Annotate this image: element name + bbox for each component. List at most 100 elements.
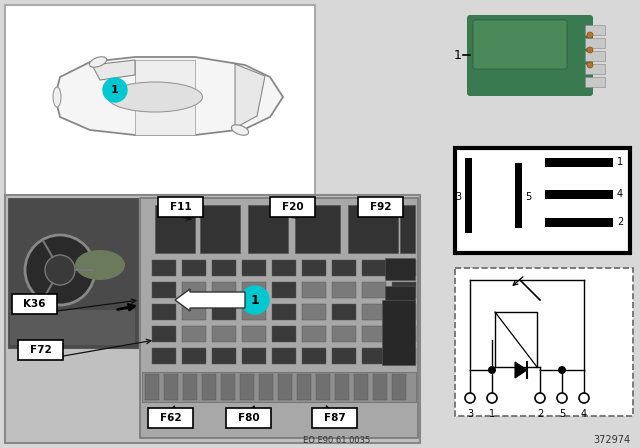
- Bar: [392, 282, 416, 298]
- Bar: [278, 374, 292, 400]
- Text: F80: F80: [237, 413, 259, 423]
- Text: 1: 1: [489, 409, 495, 419]
- PathPatch shape: [135, 60, 195, 135]
- Bar: [242, 282, 266, 298]
- Bar: [5, 5, 315, 195]
- Bar: [585, 25, 605, 35]
- Ellipse shape: [53, 87, 61, 107]
- Bar: [182, 326, 206, 342]
- Bar: [226, 408, 271, 428]
- Bar: [392, 304, 416, 320]
- Text: 5: 5: [559, 409, 565, 419]
- Bar: [392, 348, 416, 364]
- Bar: [332, 326, 356, 342]
- Circle shape: [579, 393, 589, 403]
- Bar: [362, 304, 386, 320]
- Bar: [348, 205, 398, 253]
- Bar: [272, 326, 296, 342]
- Bar: [155, 205, 195, 253]
- Bar: [585, 77, 605, 87]
- Circle shape: [587, 47, 593, 53]
- Bar: [212, 326, 236, 342]
- Bar: [145, 374, 159, 400]
- Bar: [242, 304, 266, 320]
- Bar: [8, 198, 138, 348]
- Text: 3: 3: [455, 192, 461, 202]
- Ellipse shape: [90, 57, 107, 67]
- Text: 1: 1: [251, 293, 259, 306]
- Bar: [158, 197, 203, 217]
- FancyArrow shape: [175, 289, 245, 311]
- Bar: [270, 197, 315, 217]
- Text: 4: 4: [581, 409, 587, 419]
- Bar: [585, 64, 605, 74]
- Bar: [332, 348, 356, 364]
- Text: 3: 3: [467, 409, 473, 419]
- Bar: [373, 374, 387, 400]
- Circle shape: [487, 393, 497, 403]
- Bar: [212, 304, 236, 320]
- Circle shape: [488, 366, 496, 374]
- Bar: [272, 282, 296, 298]
- Bar: [272, 304, 296, 320]
- Bar: [10, 310, 135, 345]
- Text: K36: K36: [23, 299, 45, 309]
- Bar: [242, 326, 266, 342]
- FancyBboxPatch shape: [473, 20, 567, 69]
- Bar: [335, 374, 349, 400]
- Circle shape: [535, 393, 545, 403]
- Bar: [212, 282, 236, 298]
- Bar: [302, 260, 326, 276]
- Bar: [182, 260, 206, 276]
- Bar: [545, 190, 613, 199]
- Text: F92: F92: [370, 202, 391, 212]
- Ellipse shape: [232, 125, 248, 135]
- Bar: [302, 304, 326, 320]
- Bar: [12, 294, 57, 314]
- Circle shape: [558, 366, 566, 374]
- Bar: [200, 205, 240, 253]
- Bar: [585, 38, 605, 48]
- Text: F62: F62: [160, 413, 181, 423]
- Bar: [212, 260, 236, 276]
- Bar: [465, 158, 472, 233]
- Circle shape: [241, 286, 269, 314]
- Bar: [164, 374, 178, 400]
- Bar: [515, 163, 522, 228]
- Bar: [152, 348, 176, 364]
- Bar: [202, 374, 216, 400]
- Ellipse shape: [108, 82, 202, 112]
- Bar: [362, 348, 386, 364]
- Bar: [240, 374, 254, 400]
- Circle shape: [465, 393, 475, 403]
- Bar: [182, 304, 206, 320]
- Bar: [5, 195, 420, 443]
- Text: F87: F87: [324, 413, 346, 423]
- Bar: [272, 260, 296, 276]
- Text: 372974: 372974: [593, 435, 630, 445]
- Ellipse shape: [75, 250, 125, 280]
- Text: F72: F72: [29, 345, 51, 355]
- Bar: [400, 205, 415, 253]
- Bar: [385, 314, 415, 336]
- Polygon shape: [515, 362, 527, 378]
- Bar: [182, 348, 206, 364]
- Bar: [212, 348, 236, 364]
- Bar: [392, 260, 416, 276]
- Bar: [242, 260, 266, 276]
- Bar: [585, 51, 605, 61]
- Bar: [455, 148, 630, 253]
- Bar: [332, 260, 356, 276]
- Bar: [297, 374, 311, 400]
- PathPatch shape: [55, 57, 283, 135]
- Bar: [302, 348, 326, 364]
- Bar: [142, 372, 416, 402]
- Bar: [183, 374, 197, 400]
- Bar: [392, 374, 406, 400]
- Bar: [392, 326, 416, 342]
- Text: F20: F20: [282, 202, 303, 212]
- Text: 5: 5: [525, 192, 531, 202]
- Text: 1: 1: [111, 85, 119, 95]
- Text: F11: F11: [170, 202, 191, 212]
- Bar: [382, 300, 415, 365]
